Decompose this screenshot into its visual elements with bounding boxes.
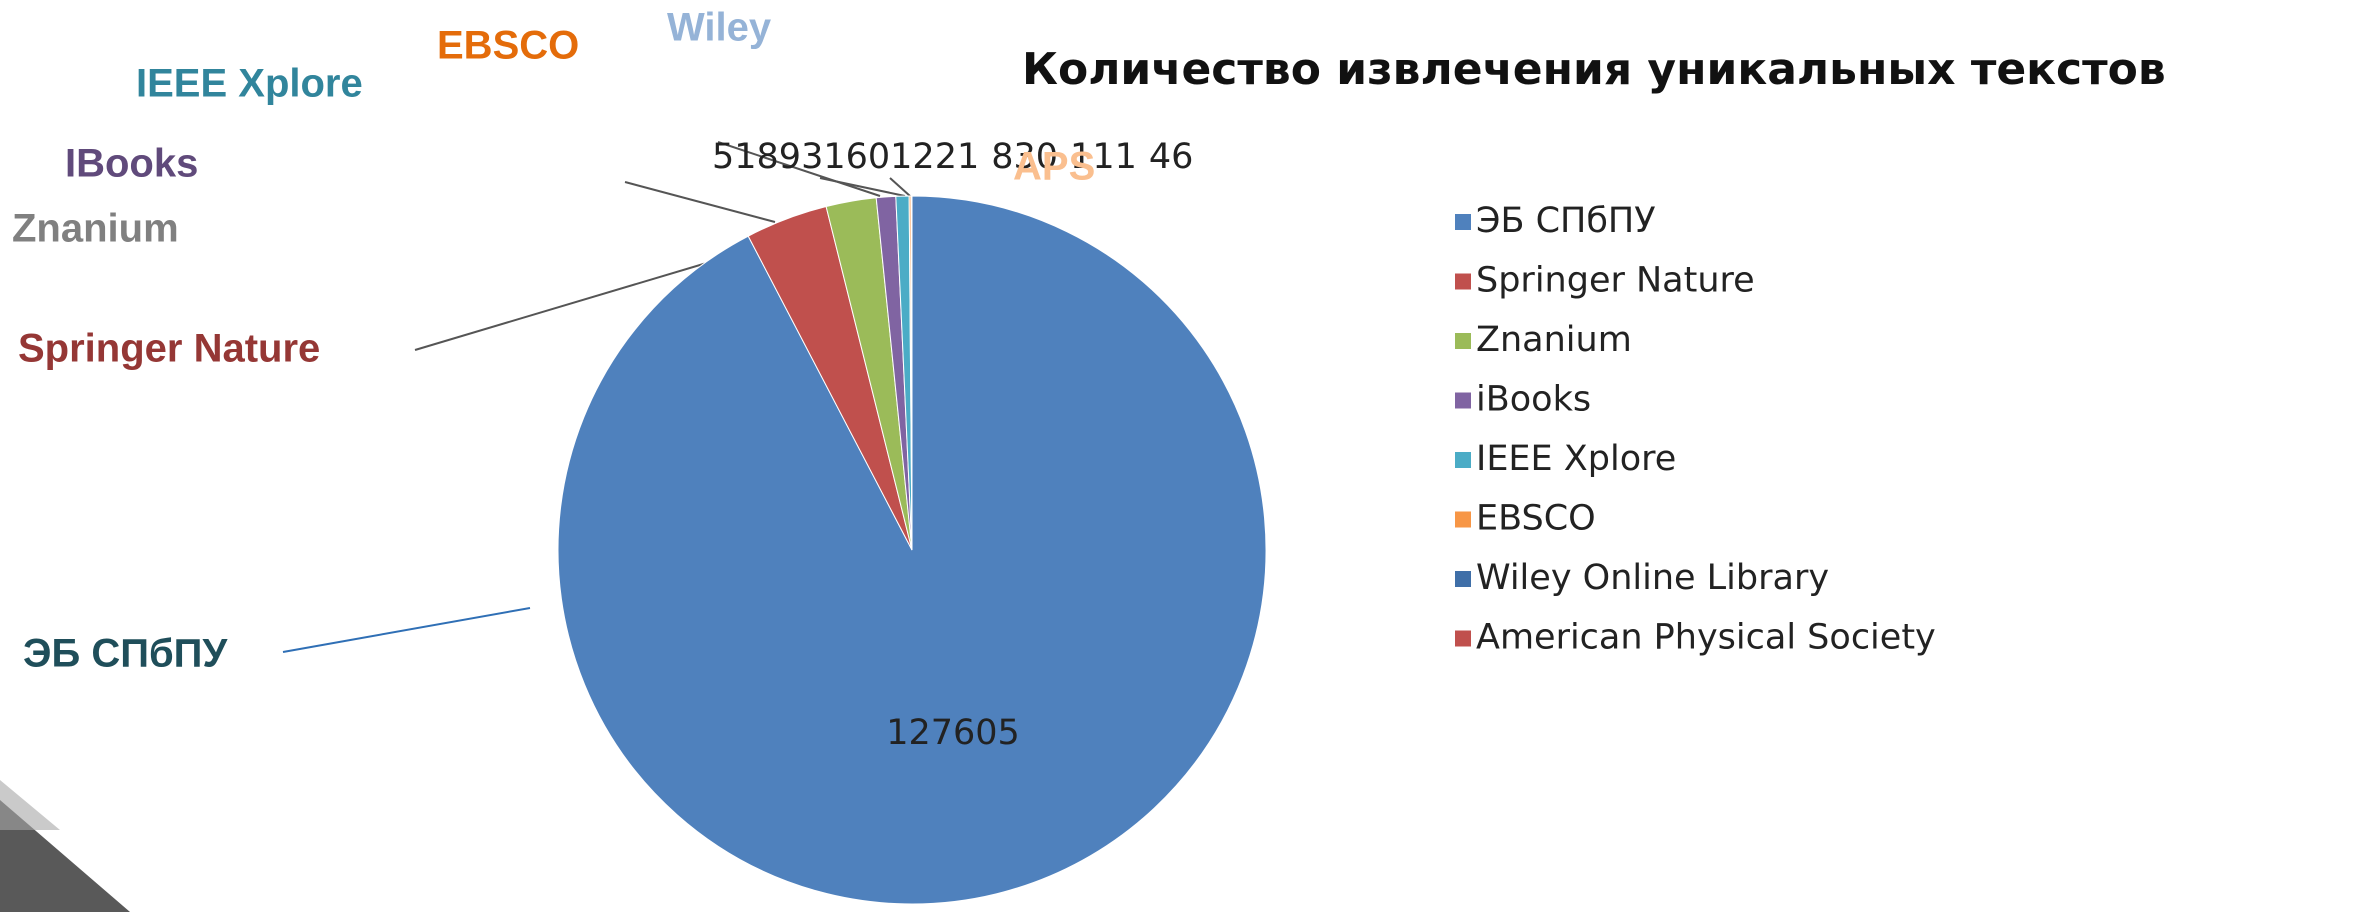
legend-swatch bbox=[1455, 333, 1471, 349]
legend-label: EBSCO bbox=[1476, 499, 1596, 539]
value-label: 3160 bbox=[801, 137, 890, 177]
legend-swatch bbox=[1455, 214, 1471, 230]
legend-label: Wiley Online Library bbox=[1476, 558, 1829, 598]
legend-swatch bbox=[1455, 630, 1471, 647]
legend-label: IEEE Xplore bbox=[1476, 439, 1676, 479]
legend-swatch bbox=[1455, 511, 1471, 528]
chart-title: Количество извлечения уникальных текстов bbox=[1022, 44, 2166, 95]
legend-swatch bbox=[1455, 571, 1471, 587]
annotation: IBooks bbox=[65, 142, 198, 186]
value-label: 111 bbox=[1070, 137, 1137, 177]
leader-lines bbox=[282, 141, 911, 653]
legend-label: iBooks bbox=[1476, 380, 1591, 420]
decoration bbox=[0, 780, 60, 830]
annotation: Springer Nature bbox=[18, 327, 320, 371]
value-label: 46 bbox=[1149, 137, 1194, 177]
value-label: 5189 bbox=[712, 137, 801, 177]
legend-swatch bbox=[1455, 273, 1471, 290]
annotation: EBSCO bbox=[437, 24, 579, 68]
legend-label: Springer Nature bbox=[1476, 261, 1755, 301]
value-label: 127605 bbox=[886, 713, 1020, 753]
annotation: Znanium bbox=[12, 207, 179, 251]
legend-label: Znanium bbox=[1476, 320, 1632, 360]
annotation: APS bbox=[1013, 145, 1095, 189]
legend-label: ЭБ СПбПУ bbox=[1476, 201, 1656, 241]
legend-swatch bbox=[1455, 392, 1471, 409]
value-label: 830 bbox=[991, 137, 1058, 177]
legend-swatch bbox=[1455, 452, 1471, 468]
annotation: IEEE Xplore bbox=[136, 62, 363, 106]
pie-slice bbox=[557, 195, 1267, 905]
value-label: 1221 bbox=[890, 137, 979, 177]
legend-label: American Physical Society bbox=[1476, 618, 1936, 658]
annotation: ЭБ СПбПУ bbox=[23, 632, 228, 676]
annotation: Wiley bbox=[667, 6, 772, 50]
